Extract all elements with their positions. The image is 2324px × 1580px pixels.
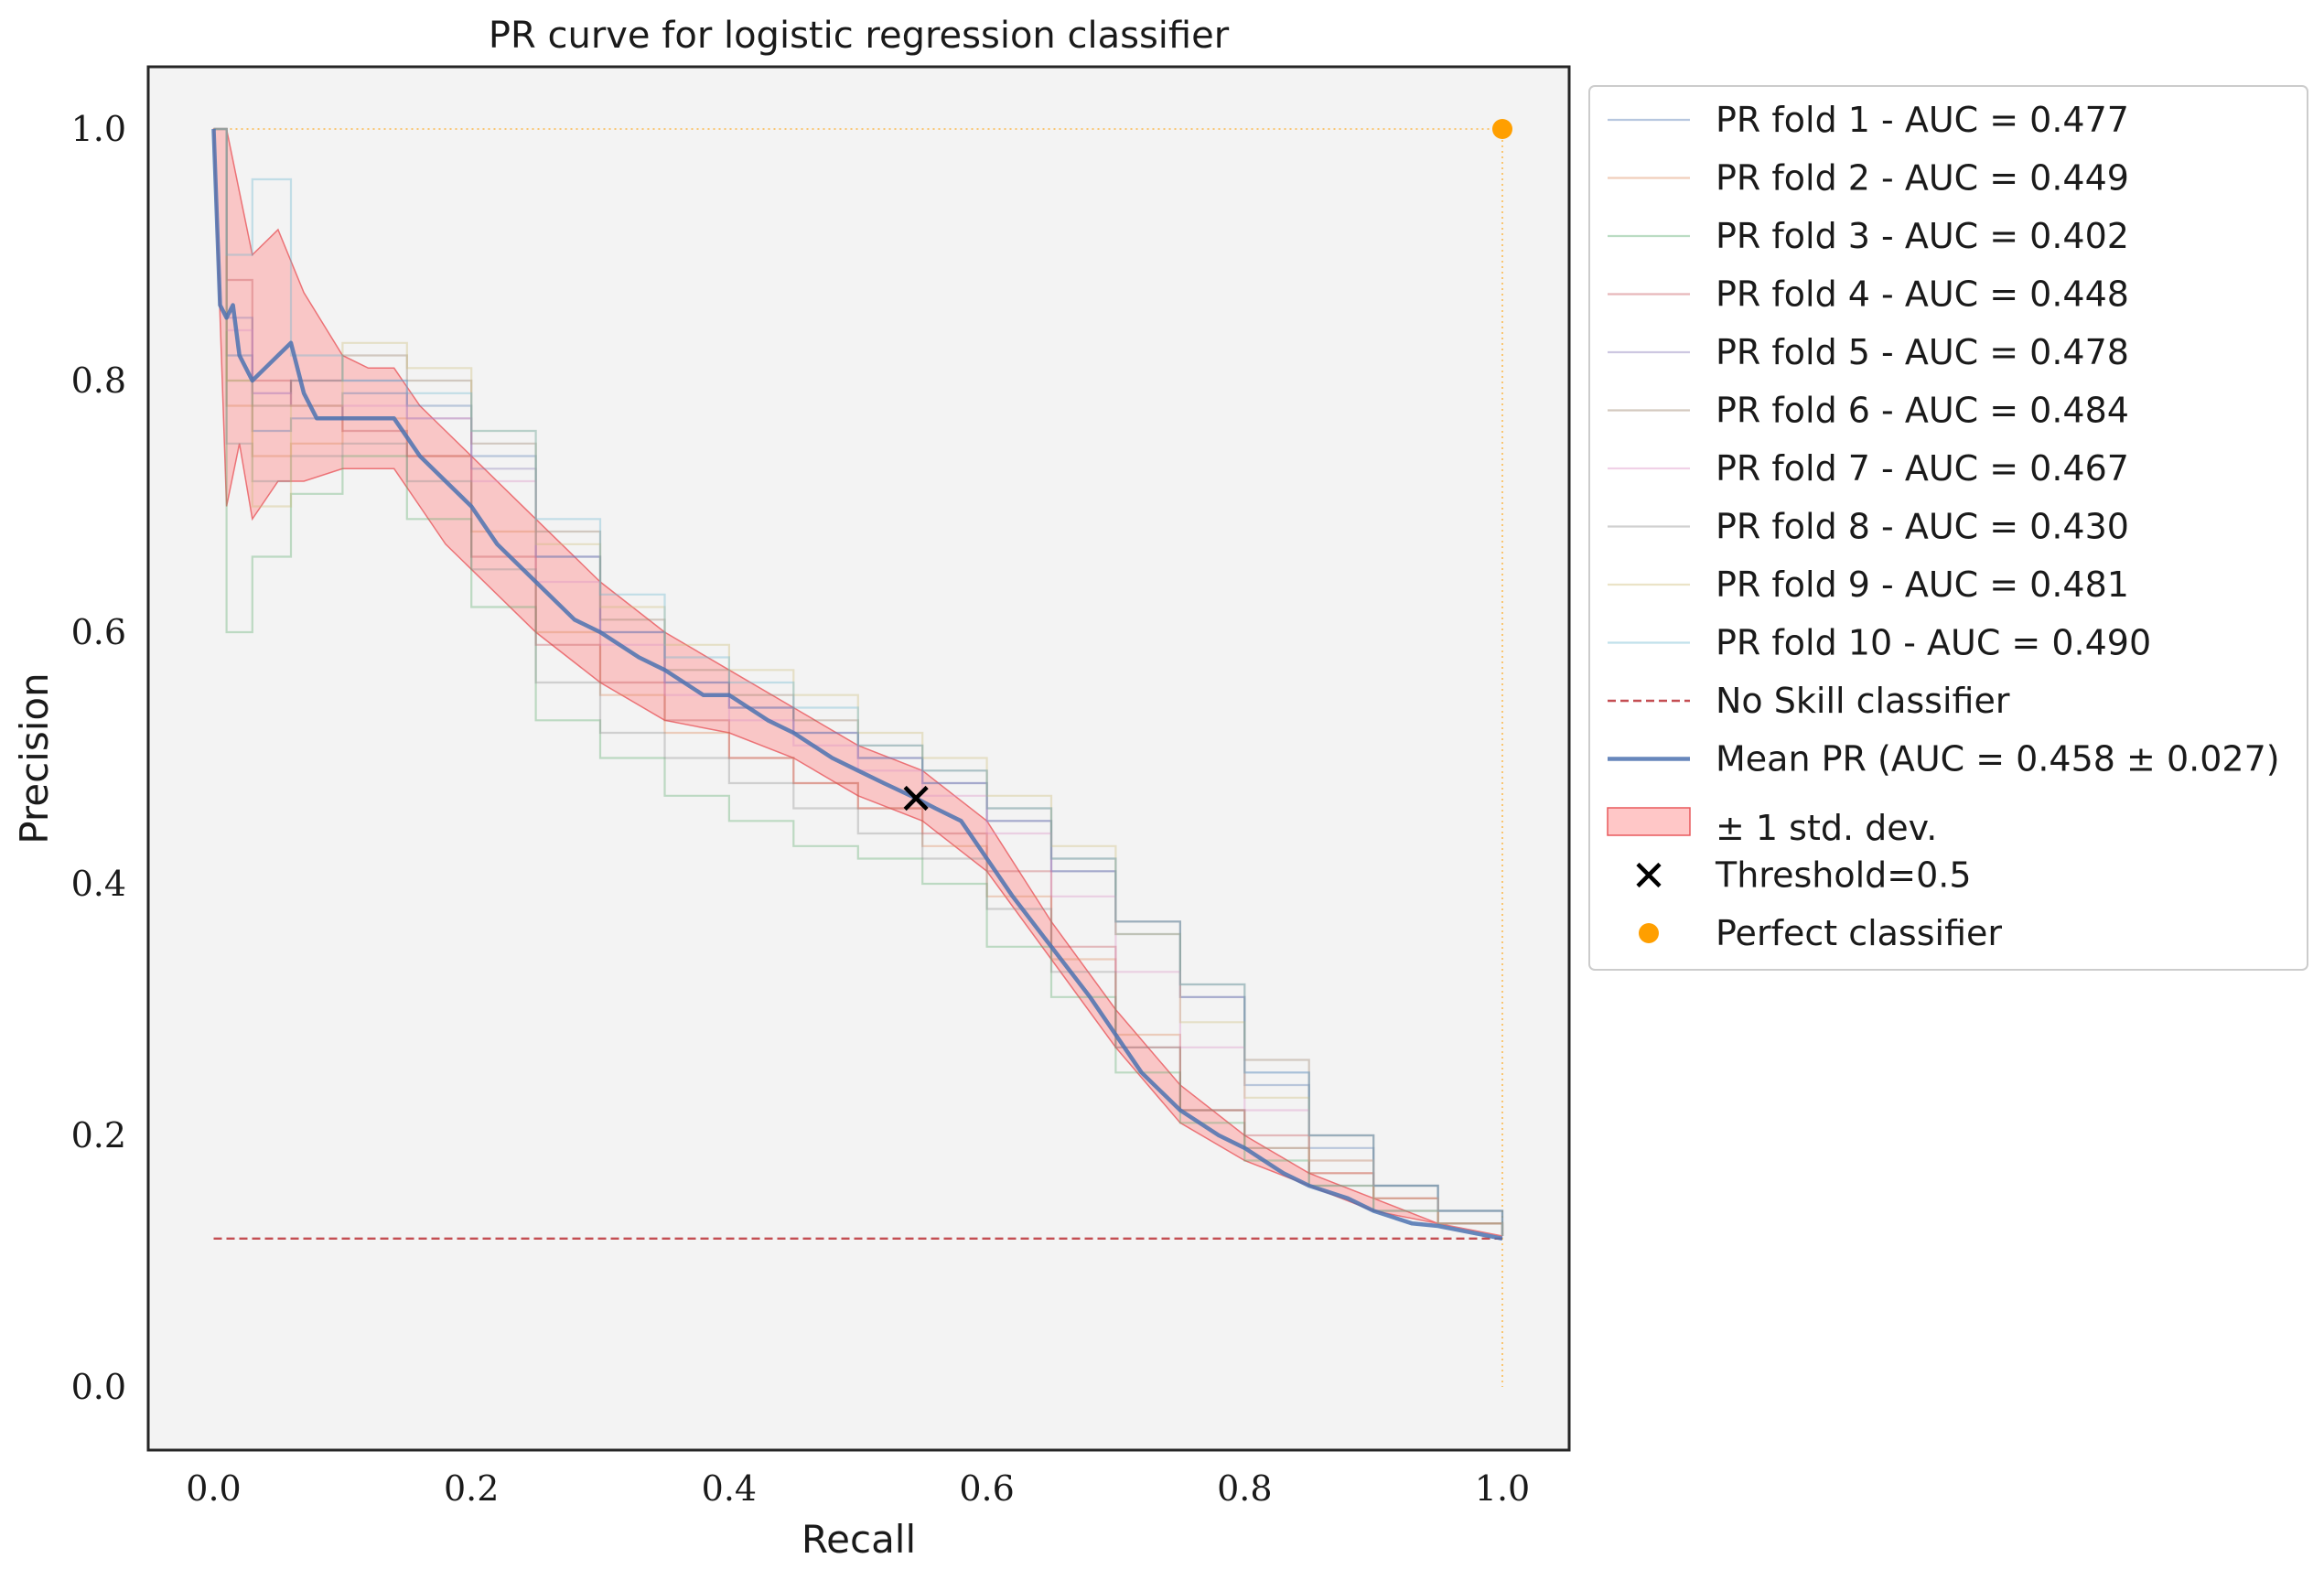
legend-label: PR fold 9 - AUC = 0.481 [1716,564,2129,605]
legend-item: No Skill classifier [1608,681,2010,721]
threshold-marker-stroke-b [903,785,929,811]
legend-item: PR fold 3 - AUC = 0.402 [1608,216,2129,256]
std-dev-band [212,128,1503,1237]
legend-label: ± 1 std. dev. [1716,808,1937,848]
x-axis-label: Recall [802,1517,916,1562]
legend-label: Mean PR (AUC = 0.458 ± 0.027) [1716,739,2280,779]
y-tick-label: 0.4 [71,864,126,904]
x-tick-label: 0.4 [702,1468,757,1509]
legend-item: PR fold 8 - AUC = 0.430 [1608,507,2129,547]
legend-item: PR fold 2 - AUC = 0.449 [1608,158,2129,199]
y-tick-label: 1.0 [71,109,126,149]
legend-label: Perfect classifier [1716,913,2002,953]
y-tick-label: 0.0 [71,1367,126,1407]
legend-label: PR fold 8 - AUC = 0.430 [1716,507,2129,547]
x-tick-label: 0.6 [959,1468,1014,1509]
fold-10-curve [213,127,1504,1236]
legend-swatch-dot [1639,923,1659,943]
fold-8-curve [213,127,1504,1236]
legend: PR fold 1 - AUC = 0.477 PR fold 2 - AUC =… [1588,85,2308,971]
legend-label: PR fold 10 - AUC = 0.490 [1716,623,2151,663]
legend-label: PR fold 7 - AUC = 0.467 [1716,448,2129,489]
legend-item: Mean PR (AUC = 0.458 ± 0.027) [1608,739,2280,779]
legend-label: No Skill classifier [1716,681,2010,721]
legend-label: PR fold 4 - AUC = 0.448 [1716,274,2129,315]
fold-9-curve [213,127,1504,1236]
fold-7-curve [213,127,1504,1236]
fold-6-curve [213,127,1504,1236]
legend-item: PR fold 4 - AUC = 0.448 [1608,274,2129,315]
axes-layer: 0.0 0.0 0.2 0.2 0.4 0.4 0.6 0.6 0.8 0.8 1.0 1.0 PR c… [12,15,1571,1562]
perfect-classifier-marker [1492,119,1512,139]
x-tick-label: 0.2 [444,1468,499,1509]
legend-label: PR fold 5 - AUC = 0.478 [1716,332,2129,372]
chart-title: PR curve for logistic regression classif… [489,15,1230,57]
y-axis-label: Precision [12,672,57,844]
y-tick-label: 0.2 [71,1115,126,1155]
x-tick-label: 0.8 [1217,1468,1272,1509]
fold-5-curve [213,127,1504,1236]
threshold-marker [903,785,929,811]
fold-4-curve [213,127,1504,1236]
legend-label: PR fold 3 - AUC = 0.402 [1716,216,2129,256]
mean-pr-curve [211,128,1503,1241]
fold-2-curve [213,127,1504,1236]
legend-frame [1588,85,2308,971]
legend-item: PR fold 5 - AUC = 0.478 [1608,332,2129,372]
x-tick-label: 0.0 [186,1468,241,1509]
legend-label: Threshold=0.5 [1715,855,1972,896]
legend-swatch-band [1607,807,1691,836]
fold-3-curve [213,127,1504,1236]
legend-item: PR fold 7 - AUC = 0.467 [1608,448,2129,489]
legend-item: Perfect classifier [1639,913,2002,953]
y-tick-label: 0.6 [71,612,126,652]
legend-item: PR fold 10 - AUC = 0.490 [1608,623,2151,663]
legend-swatch-x-b [1636,862,1662,888]
legend-item: ± 1 std. dev. [1607,807,1937,848]
x-tick-label: 1.0 [1475,1468,1530,1509]
plot-area [148,67,1569,1450]
y-tick-label: 0.8 [71,360,126,401]
legend-label: PR fold 6 - AUC = 0.484 [1716,391,2129,431]
legend-item: PR fold 9 - AUC = 0.481 [1608,564,2129,605]
legend-item: PR fold 1 - AUC = 0.477 [1608,100,2129,140]
legend-label: PR fold 2 - AUC = 0.449 [1716,158,2129,199]
legend-item: PR fold 6 - AUC = 0.484 [1608,391,2129,431]
legend-label: PR fold 1 - AUC = 0.477 [1716,100,2129,140]
axes-frame [146,65,1571,1452]
legend-item: Threshold=0.5 [1636,855,1972,896]
